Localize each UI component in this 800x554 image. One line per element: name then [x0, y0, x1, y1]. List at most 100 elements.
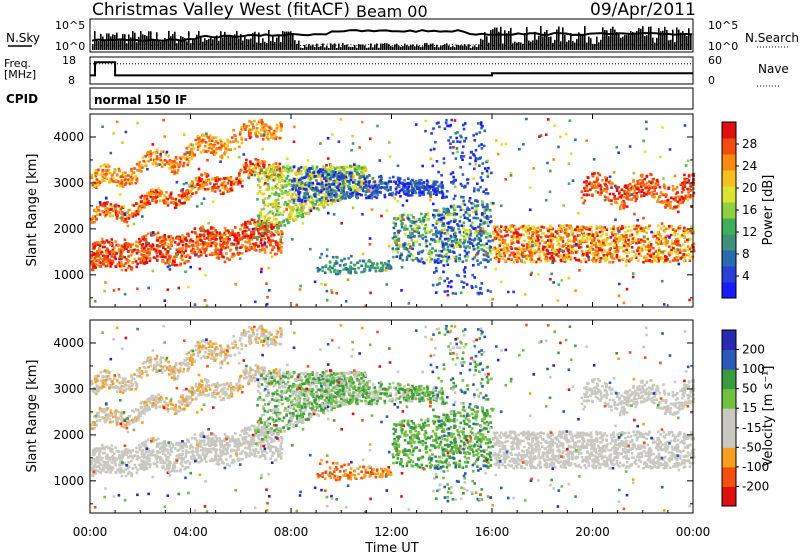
power-cell: [596, 255, 600, 258]
power-cell: [128, 213, 131, 217]
power-cell: [174, 158, 177, 161]
power-cell: [149, 153, 152, 156]
freq-axis-label: Freq. [MHz]: [4, 57, 36, 81]
power-cell: [203, 150, 207, 153]
noise-bar: [370, 43, 372, 50]
power-cell: [338, 270, 342, 273]
power-cell: [298, 171, 301, 175]
power-cell: [419, 234, 422, 238]
noise-bar: [532, 40, 534, 50]
power-cell: [411, 259, 415, 262]
power-cell: [623, 239, 627, 242]
power-cell: [215, 177, 218, 180]
power-cell: [428, 251, 431, 254]
power-cell: [438, 230, 441, 234]
power-cell: [224, 147, 228, 151]
power-cell: [480, 292, 484, 295]
power-cell: [168, 239, 172, 242]
power-cell: [486, 192, 490, 195]
power-cell: [185, 192, 189, 196]
power-cell: [396, 178, 400, 181]
power-cell: [278, 224, 281, 227]
power-cell: [215, 140, 218, 143]
power-cell: [296, 213, 299, 217]
power-cell: [344, 194, 348, 197]
noise-bar: [272, 35, 274, 50]
power-cell: [304, 202, 308, 206]
power-cell: [215, 238, 218, 241]
power-cell: [275, 199, 278, 202]
power-cell: [463, 203, 467, 206]
power-cell: [175, 263, 179, 267]
power-cell: [568, 227, 571, 230]
power-cell: [440, 190, 444, 194]
power-cell: [364, 262, 368, 266]
power-cell: [265, 219, 268, 223]
power-cell: [216, 248, 220, 252]
power-cell: [344, 173, 347, 177]
power-cell: [442, 207, 445, 211]
noise-bar: [530, 41, 532, 50]
power-cell: [593, 260, 596, 264]
noise-bar: [518, 42, 520, 50]
power-cell: [425, 231, 428, 235]
power-cell: [489, 246, 493, 249]
power-cell: [592, 243, 596, 246]
power-cell: [109, 171, 112, 175]
power-cell: [565, 230, 568, 234]
power-cell: [125, 247, 128, 250]
cpid-mode: normal 150 IF: [94, 93, 188, 107]
power-cell: [166, 250, 170, 253]
noise-bar: [594, 43, 596, 50]
power-cell: [122, 215, 125, 218]
power-cell: [176, 203, 180, 207]
power-cell: [93, 259, 96, 262]
noise-bar: [136, 42, 138, 50]
noise-bar: [278, 35, 280, 50]
power-cell: [155, 155, 159, 158]
noise-bar: [242, 40, 244, 50]
power-cell: [397, 247, 400, 251]
power-cell: [418, 243, 421, 246]
noise-bar: [232, 36, 234, 50]
noise-bar: [324, 47, 326, 50]
power-cell: [299, 170, 303, 173]
noise-bar: [170, 36, 172, 50]
power-cell: [686, 248, 689, 252]
power-cell: [250, 173, 253, 177]
power-cell: [396, 233, 399, 237]
power-cell: [333, 194, 336, 197]
power-cell: [163, 194, 166, 197]
power-cell: [197, 145, 200, 149]
power-cell: [500, 235, 504, 238]
power-cell: [321, 165, 325, 168]
power-cell: [418, 191, 421, 194]
power-cell: [334, 179, 337, 182]
power-cell: [227, 148, 230, 151]
power-cell: [225, 150, 228, 153]
power-cell: [273, 218, 276, 221]
power-cell: [218, 236, 222, 240]
power-cell: [206, 229, 209, 233]
power-cell: [429, 190, 432, 194]
power-cell: [536, 236, 540, 240]
power-cell: [214, 186, 217, 189]
power-cell: [270, 210, 274, 213]
power-cell: [462, 281, 466, 284]
noise-bar: [144, 34, 146, 50]
power-cell: [342, 190, 346, 193]
power-cell: [137, 209, 141, 213]
power-cell: [625, 234, 628, 237]
noise-bar: [584, 26, 586, 50]
power-cell: [318, 198, 321, 201]
power-cell: [448, 238, 452, 241]
power-cell: [595, 227, 599, 230]
power-cell: [435, 235, 439, 238]
power-cell: [226, 241, 229, 244]
power-cell: [144, 244, 148, 248]
power-cell: [414, 227, 417, 231]
power-cell: [269, 225, 273, 229]
power-cell: [409, 180, 413, 183]
power-cell: [110, 174, 114, 177]
noise-bar: [202, 41, 204, 50]
